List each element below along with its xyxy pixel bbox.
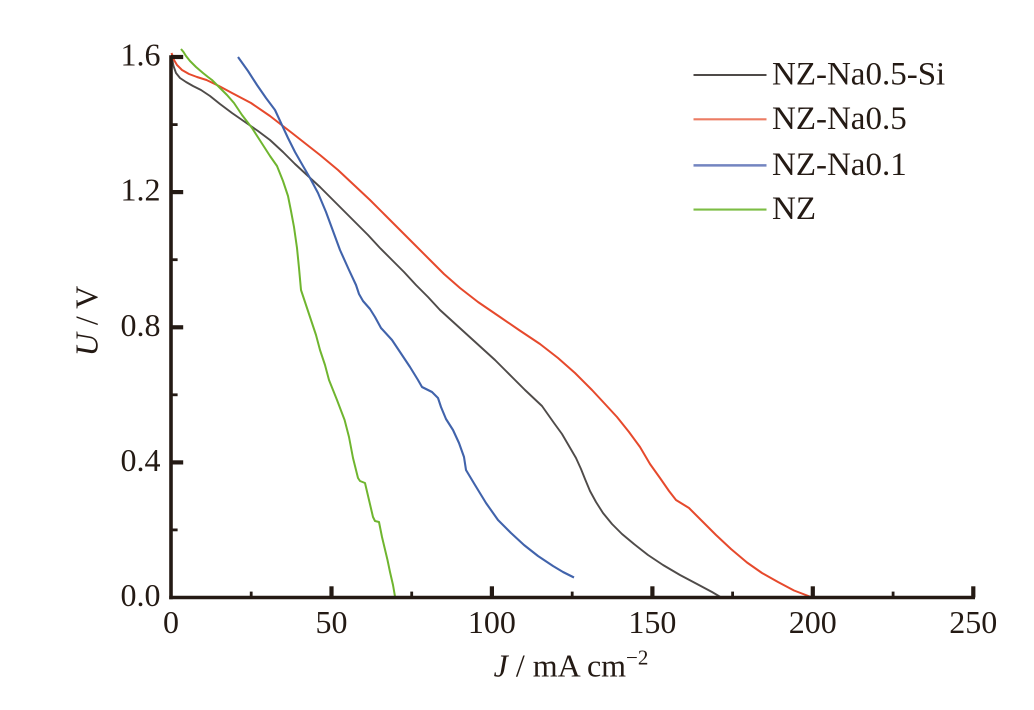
svg-text:U / V: U / V bbox=[69, 286, 105, 357]
svg-text:250: 250 bbox=[949, 604, 997, 640]
svg-text:0: 0 bbox=[163, 604, 179, 640]
svg-text:0.0: 0.0 bbox=[121, 577, 161, 613]
svg-text:1.6: 1.6 bbox=[121, 37, 161, 73]
svg-text:200: 200 bbox=[789, 604, 837, 640]
svg-text:100: 100 bbox=[468, 604, 516, 640]
svg-text:0.8: 0.8 bbox=[121, 307, 161, 343]
svg-text:NZ: NZ bbox=[772, 191, 816, 227]
svg-text:50: 50 bbox=[316, 604, 348, 640]
svg-text:J / mA cm−2: J / mA cm−2 bbox=[494, 646, 649, 684]
svg-text:0.4: 0.4 bbox=[121, 442, 161, 478]
svg-text:1.2: 1.2 bbox=[121, 172, 161, 208]
svg-text:NZ-Na0.1: NZ-Na0.1 bbox=[772, 147, 907, 183]
svg-text:NZ-Na0.5: NZ-Na0.5 bbox=[772, 101, 907, 137]
svg-text:150: 150 bbox=[628, 604, 676, 640]
svg-text:NZ-Na0.5-Si: NZ-Na0.5-Si bbox=[772, 57, 945, 93]
